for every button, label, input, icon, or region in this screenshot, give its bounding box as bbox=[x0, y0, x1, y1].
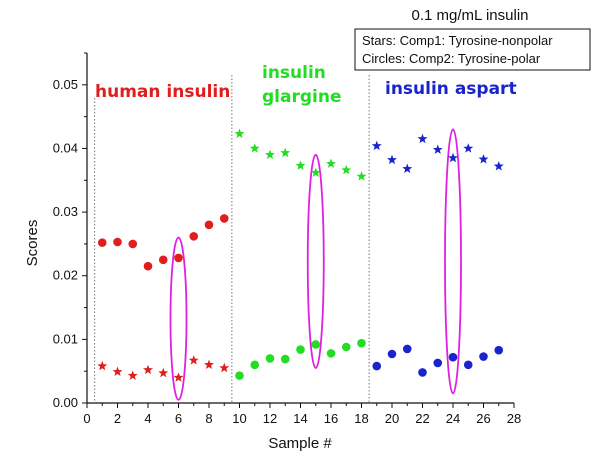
circle-point bbox=[189, 231, 199, 241]
data-points bbox=[97, 128, 504, 382]
star-point bbox=[249, 143, 260, 153]
star-point bbox=[371, 140, 382, 151]
circle-point bbox=[311, 340, 321, 349]
circle-point bbox=[143, 261, 153, 271]
star-point bbox=[219, 362, 230, 373]
y-tick-label: 0.04 bbox=[53, 140, 78, 155]
star-point bbox=[112, 366, 123, 377]
circle-point bbox=[341, 342, 351, 352]
x-tick-label: 24 bbox=[446, 411, 460, 426]
x-tick-label: 26 bbox=[476, 411, 490, 426]
highlight-ellipse bbox=[169, 236, 188, 401]
circle-point bbox=[296, 345, 305, 354]
star-point bbox=[463, 143, 474, 153]
star-point bbox=[402, 163, 413, 174]
circle-point bbox=[494, 345, 504, 355]
x-tick-label: 16 bbox=[324, 411, 338, 426]
highlight-ellipses bbox=[169, 128, 462, 401]
star-point bbox=[356, 171, 367, 181]
circle-point bbox=[418, 368, 427, 377]
circle-point bbox=[113, 237, 122, 247]
x-tick-label: 4 bbox=[144, 411, 151, 426]
circle-point bbox=[174, 253, 183, 263]
star-point bbox=[387, 154, 397, 165]
circle-point bbox=[235, 371, 244, 380]
ticks: 0 2 4 6 8 10 12 14 16 18 20 22 24 26 280.000.010.020.0… bbox=[53, 52, 521, 426]
star-point bbox=[448, 152, 458, 163]
legend-border bbox=[354, 28, 591, 71]
star-point bbox=[326, 158, 336, 168]
star-point bbox=[417, 133, 428, 144]
group-labels: human insulin insulin glargine insulin aspa… bbox=[95, 63, 517, 107]
x-tick-label: 2 bbox=[114, 411, 121, 426]
star-point bbox=[265, 149, 275, 160]
star-point bbox=[204, 359, 214, 370]
y-tick-label: 0.02 bbox=[53, 268, 78, 283]
circle-point bbox=[387, 349, 397, 359]
legend-line-circles: Circles: Comp2: Tyrosine-polar bbox=[362, 51, 541, 66]
circle-point bbox=[158, 255, 168, 265]
legend-box: Stars: Comp1: Tyrosine-nonpolar Circles:… bbox=[354, 28, 591, 71]
star-point bbox=[341, 164, 352, 175]
highlight-ellipse bbox=[306, 153, 325, 369]
highlight-ellipse bbox=[444, 128, 462, 395]
star-point bbox=[97, 360, 108, 371]
circle-point bbox=[357, 338, 366, 348]
circle-point bbox=[372, 361, 382, 371]
group-label: human insulin bbox=[95, 82, 230, 102]
star-point bbox=[158, 367, 169, 378]
x-tick-label: 22 bbox=[415, 411, 429, 426]
group-label: insulin bbox=[262, 63, 326, 83]
chart-title: 0.1 mg/mL insulin bbox=[412, 7, 529, 24]
circle-point bbox=[128, 239, 138, 249]
star-point bbox=[310, 167, 321, 177]
star-point bbox=[234, 128, 245, 139]
circle-point bbox=[326, 349, 336, 358]
x-tick-label: 0 bbox=[83, 411, 90, 426]
circle-point bbox=[280, 354, 290, 364]
x-tick-label: 8 bbox=[205, 411, 212, 426]
x-tick-label: 28 bbox=[507, 411, 521, 426]
circle-point bbox=[250, 360, 260, 370]
group-label: glargine bbox=[262, 87, 341, 107]
y-tick-label: 0.01 bbox=[53, 331, 78, 346]
x-tick-label: 10 bbox=[232, 411, 246, 426]
x-tick-label: 6 bbox=[175, 411, 182, 426]
group-dividers bbox=[94, 75, 370, 403]
circle-point bbox=[433, 358, 443, 368]
group-label: insulin aspart bbox=[385, 79, 517, 99]
star-point bbox=[143, 364, 153, 375]
circle-point bbox=[479, 352, 488, 361]
star-point bbox=[493, 161, 504, 171]
circle-point bbox=[219, 214, 229, 223]
star-point bbox=[295, 160, 306, 170]
x-tick-label: 12 bbox=[263, 411, 277, 426]
star-point bbox=[127, 370, 138, 380]
y-axis-title: Scores bbox=[24, 220, 41, 267]
circle-point bbox=[402, 344, 412, 354]
x-axis-title: Sample # bbox=[268, 435, 332, 452]
star-point bbox=[478, 154, 489, 164]
legend-line-stars: Stars: Comp1: Tyrosine-nonpolar bbox=[362, 33, 553, 48]
y-tick-label: 0.03 bbox=[53, 204, 78, 219]
circle-point bbox=[265, 354, 275, 363]
star-point bbox=[432, 144, 443, 154]
y-tick-label: 0.05 bbox=[53, 77, 78, 92]
circle-point bbox=[97, 238, 107, 247]
y-tick-label: 0.00 bbox=[53, 395, 78, 410]
x-tick-label: 18 bbox=[354, 411, 368, 426]
x-tick-label: 20 bbox=[385, 411, 399, 426]
x-tick-label: 14 bbox=[293, 411, 307, 426]
star-point bbox=[280, 147, 291, 158]
circle-point bbox=[463, 360, 473, 370]
circle-point bbox=[448, 352, 458, 362]
circle-point bbox=[204, 220, 214, 230]
star-point bbox=[173, 372, 184, 382]
star-point bbox=[188, 355, 199, 365]
